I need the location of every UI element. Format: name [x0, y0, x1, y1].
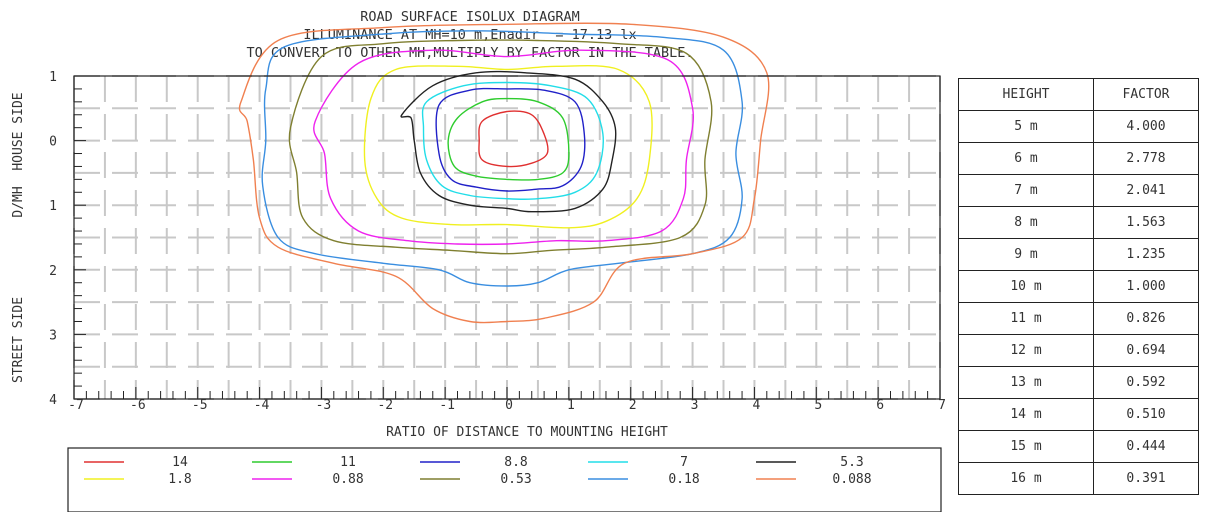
y-tick-label: 1: [49, 70, 57, 85]
factor-column-header: FACTOR: [1093, 78, 1199, 111]
contour-line: [447, 97, 570, 181]
height-cell: 14 m: [958, 398, 1094, 431]
height-cell: 8 m: [958, 206, 1094, 239]
factor-cell: 0.826: [1093, 302, 1199, 335]
contour-line: [238, 22, 770, 324]
x-tick-label: -6: [130, 398, 146, 413]
factor-table-header: HEIGHT FACTOR: [958, 78, 1199, 111]
tick-layer: [73, 75, 941, 400]
height-cell: 16 m: [958, 462, 1094, 495]
table-row: 15 m 0.444: [958, 430, 1199, 463]
contour-layer: [238, 22, 770, 324]
factor-cell: 0.391: [1093, 462, 1199, 495]
legend-label: 1.8: [168, 472, 191, 487]
x-tick-label: 0: [505, 398, 513, 413]
height-cell: 7 m: [958, 174, 1094, 207]
table-row: 11 m 0.826: [958, 302, 1199, 335]
table-row: 13 m 0.592: [958, 366, 1199, 399]
legend-label: 5.3: [840, 455, 863, 470]
height-cell: 13 m: [958, 366, 1094, 399]
x-tick-label: -4: [254, 398, 270, 413]
height-cell: 5 m: [958, 110, 1094, 143]
grid-layer: [73, 75, 941, 400]
label-layer: -7 -6 -5 -4 -3 -2 -1 0 1 2 3 4 5 6 7 1 0 1 2 3 4 RATIO OF DIS…: [11, 70, 945, 440]
x-tick-label: -5: [192, 398, 208, 413]
contour-line: [421, 81, 604, 201]
y-tick-label: 1: [49, 199, 57, 214]
legend-label: 0.53: [500, 472, 531, 487]
x-axis-label: RATIO OF DISTANCE TO MOUNTING HEIGHT: [386, 425, 668, 440]
x-tick-label: 2: [629, 398, 637, 413]
factor-cell: 0.694: [1093, 334, 1199, 367]
y-tick-label: 4: [49, 393, 57, 408]
contour-line: [400, 70, 617, 213]
y-tick-label: 3: [49, 328, 57, 343]
table-row: 6 m 2.778: [958, 142, 1199, 175]
factor-cell: 4.000: [1093, 110, 1199, 143]
y-tick-label: 0: [49, 135, 57, 150]
chart-title: ROAD SURFACE ISOLUX DIAGRAM: [360, 9, 580, 25]
height-cell: 10 m: [958, 270, 1094, 303]
legend-label: 0.88: [332, 472, 363, 487]
x-tick-label: 1: [567, 398, 575, 413]
factor-table: HEIGHT FACTOR 5 m 4.000 6 m 2.778 7 m 2.041 8 …: [958, 78, 1199, 495]
table-row: 9 m 1.235: [958, 238, 1199, 271]
height-cell: 6 m: [958, 142, 1094, 175]
height-cell: 15 m: [958, 430, 1094, 463]
height-column-header: HEIGHT: [958, 78, 1094, 111]
factor-cell: 2.041: [1093, 174, 1199, 207]
y-axis-label-street-side: STREET SIDE: [11, 297, 26, 383]
factor-cell: 0.592: [1093, 366, 1199, 399]
x-tick-label: 7: [938, 398, 945, 413]
table-row: 16 m 0.391: [958, 462, 1199, 495]
x-tick-label: 6: [876, 398, 884, 413]
factor-cell: 0.444: [1093, 430, 1199, 463]
table-row: 10 m 1.000: [958, 270, 1199, 303]
contour-line: [288, 39, 713, 255]
legend-label: 8.8: [504, 455, 527, 470]
legend-label: 0.088: [832, 472, 871, 487]
factor-cell: 1.000: [1093, 270, 1199, 303]
legend-label: 14: [172, 455, 188, 470]
height-cell: 12 m: [958, 334, 1094, 367]
legend: 14 11 8.8 7 5.3 1.8 0.88 0.53 0.18 0.088: [67, 447, 942, 512]
x-tick-label: -2: [377, 398, 393, 413]
factor-cell: 0.510: [1093, 398, 1199, 431]
isolux-chart: -7 -6 -5 -4 -3 -2 -1 0 1 2 3 4 5 6 7 1 0 1 2 3 4 RATIO OF DIS…: [11, 22, 945, 512]
height-cell: 9 m: [958, 238, 1094, 271]
contour-line: [363, 64, 653, 229]
contour-line: [478, 110, 549, 168]
legend-label: 0.18: [668, 472, 699, 487]
table-row: 12 m 0.694: [958, 334, 1199, 367]
legend-label: 11: [340, 455, 356, 470]
height-cell: 11 m: [958, 302, 1094, 335]
factor-cell: 1.563: [1093, 206, 1199, 239]
table-row: 14 m 0.510: [958, 398, 1199, 431]
table-row: 5 m 4.000: [958, 110, 1199, 143]
chart-subtitle-conversion: TO CONVERT TO OTHER MH,MULTIPLY BY FACTO…: [246, 45, 694, 61]
factor-cell: 1.235: [1093, 238, 1199, 271]
x-tick-label: 3: [691, 398, 699, 413]
x-tick-label: -7: [68, 398, 84, 413]
x-tick-label: -1: [439, 398, 455, 413]
legend-box: [67, 447, 942, 512]
contour-line: [435, 87, 586, 192]
y-axis-label-house-side: D/MH HOUSE SIDE: [11, 92, 26, 217]
factor-cell: 2.778: [1093, 142, 1199, 175]
table-row: 7 m 2.041: [958, 174, 1199, 207]
x-tick-label: 4: [753, 398, 761, 413]
x-tick-label: -3: [316, 398, 332, 413]
table-row: 8 m 1.563: [958, 206, 1199, 239]
x-tick-label: 5: [814, 398, 822, 413]
y-tick-label: 2: [49, 264, 57, 279]
contour-line: [313, 49, 694, 246]
legend-label: 7: [680, 455, 688, 470]
